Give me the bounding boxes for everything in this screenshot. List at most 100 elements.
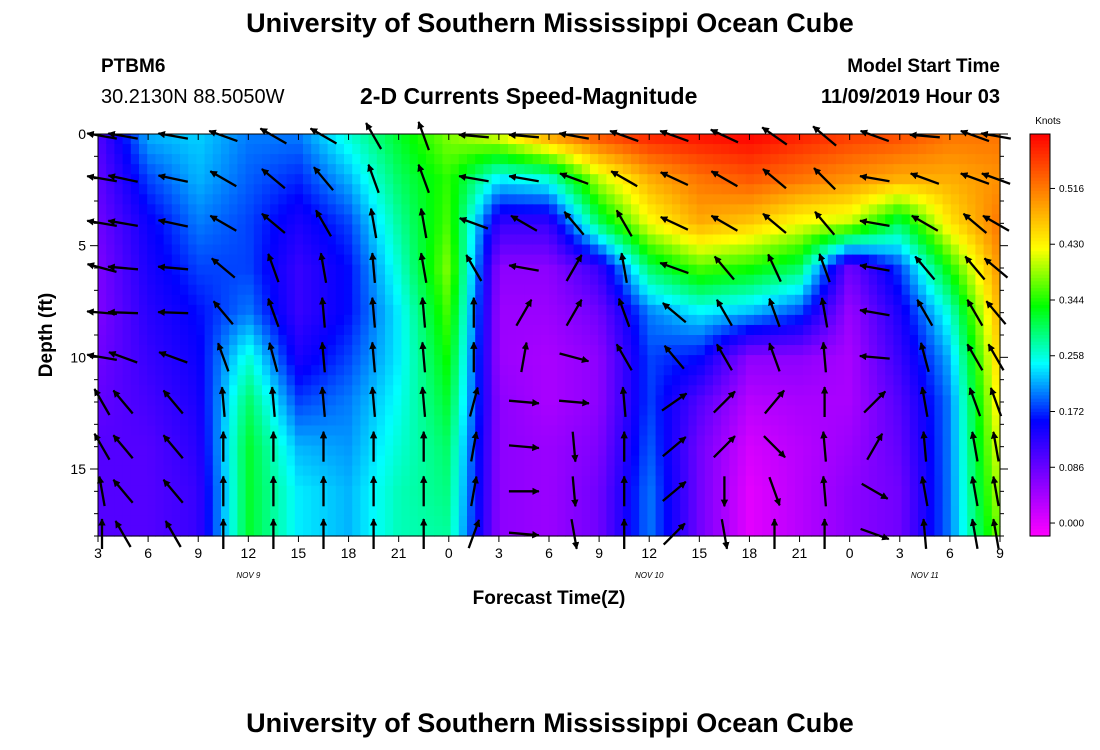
heatmap-cell <box>762 455 771 467</box>
heatmap-cell <box>442 244 452 256</box>
heatmap-cell <box>212 304 222 316</box>
heatmap-cell <box>631 495 640 507</box>
heatmap-cell <box>467 335 476 346</box>
heatmap-cell <box>327 345 337 356</box>
heatmap-cell <box>704 405 714 416</box>
heatmap-cell <box>524 184 534 195</box>
heatmap-cell <box>680 274 689 286</box>
heatmap-cell <box>303 324 312 336</box>
heatmap-cell <box>573 465 583 477</box>
heatmap-cell <box>942 365 952 376</box>
heatmap-cell <box>426 214 435 226</box>
heatmap-cell <box>516 244 525 256</box>
heatmap-cell <box>163 465 173 477</box>
heatmap-cell <box>376 365 386 376</box>
heatmap-cell <box>335 445 345 457</box>
heatmap-cell <box>704 395 714 406</box>
heatmap-cell <box>860 324 870 336</box>
heatmap-cell <box>106 455 115 467</box>
heatmap-cell <box>893 505 903 517</box>
heatmap-cell <box>327 475 337 487</box>
heatmap-cell <box>745 234 755 246</box>
heatmap-cell <box>918 485 927 497</box>
heatmap-cell <box>696 294 706 306</box>
heatmap-cell <box>565 184 575 195</box>
heatmap-cell <box>442 375 452 386</box>
heatmap-cell <box>737 324 747 336</box>
heatmap-cell <box>639 164 648 175</box>
heatmap-cell <box>491 465 501 477</box>
heatmap-cell <box>508 415 517 427</box>
heatmap-cell <box>139 164 148 175</box>
heatmap-cell <box>524 455 534 467</box>
heatmap-cell <box>245 525 255 537</box>
heatmap-cell <box>721 515 730 527</box>
heatmap-cell <box>926 154 935 165</box>
heatmap-cell <box>475 425 484 437</box>
heatmap-cell <box>426 425 435 437</box>
heatmap-cell <box>909 495 919 507</box>
heatmap-cell <box>639 415 648 427</box>
heatmap-cell <box>311 505 320 517</box>
heatmap-cell <box>540 445 550 457</box>
heatmap-cell <box>303 234 312 246</box>
heatmap-cell <box>549 385 558 396</box>
current-vector-arrow <box>565 299 583 327</box>
colorbar-swatch <box>1030 194 1050 199</box>
heatmap-cell <box>844 214 853 226</box>
heatmap-cell <box>836 475 845 487</box>
heatmap-cell <box>704 254 714 266</box>
heatmap-cell <box>967 405 976 416</box>
heatmap-cell <box>286 455 296 467</box>
heatmap-cell <box>959 455 968 467</box>
colorbar-swatch <box>1030 515 1050 520</box>
heatmap-cell <box>114 455 124 467</box>
current-vector-arrow <box>417 121 430 151</box>
heatmap-cell <box>844 174 853 185</box>
heatmap-cell <box>212 475 222 487</box>
heatmap-cell <box>483 304 493 316</box>
heatmap-cell <box>606 525 616 537</box>
heatmap-cell <box>606 475 616 487</box>
heatmap-cell <box>606 345 616 356</box>
heatmap-cell <box>975 164 985 175</box>
heatmap-cell <box>426 204 435 215</box>
heatmap-cell <box>237 184 247 195</box>
heatmap-cell <box>516 134 525 145</box>
heatmap-cell <box>819 234 829 246</box>
heatmap-cell <box>901 485 911 497</box>
heatmap-cell <box>713 264 722 276</box>
heatmap-cell <box>540 385 550 396</box>
heatmap-cell <box>655 445 665 457</box>
heatmap-cell <box>614 435 624 447</box>
heatmap-cell <box>950 274 960 286</box>
heatmap-cell <box>581 214 591 226</box>
heatmap-cell <box>729 264 739 276</box>
heatmap-cell <box>868 415 878 427</box>
heatmap-cell <box>467 134 476 145</box>
heatmap-cell <box>171 214 181 226</box>
heatmap-cell <box>245 134 255 145</box>
heatmap-cell <box>868 304 878 316</box>
heatmap-cell <box>909 385 919 396</box>
heatmap-cell <box>549 244 558 256</box>
heatmap-cell <box>385 345 394 356</box>
heatmap-cell <box>311 244 320 256</box>
heatmap-cell <box>221 445 230 457</box>
heatmap-cell <box>950 385 960 396</box>
heatmap-cell <box>770 385 780 396</box>
heatmap-cell <box>303 415 312 427</box>
heatmap-cell <box>909 174 919 185</box>
heatmap-cell <box>221 335 230 346</box>
heatmap-cell <box>262 134 271 145</box>
heatmap-cell <box>688 164 698 175</box>
heatmap-cell <box>737 465 747 477</box>
heatmap-cell <box>540 485 550 497</box>
current-vector-arrow <box>715 299 733 327</box>
heatmap-cell <box>975 214 985 226</box>
heatmap-cell <box>540 425 550 437</box>
heatmap-cell <box>270 525 279 537</box>
heatmap-cell <box>278 244 288 256</box>
heatmap-cell <box>409 254 419 266</box>
heatmap-cell <box>114 405 124 416</box>
